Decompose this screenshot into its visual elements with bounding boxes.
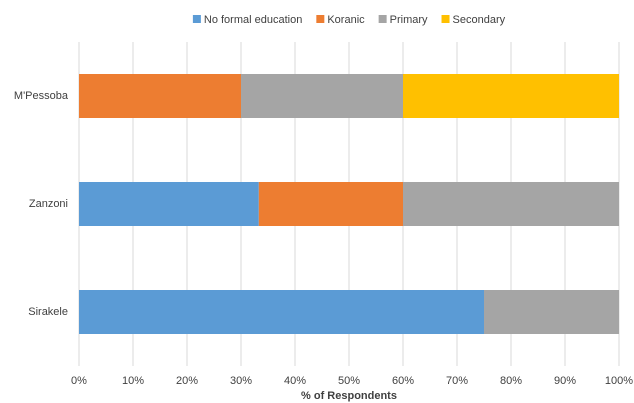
bar-segment [484, 290, 619, 334]
y-tick-label: Sirakele [28, 306, 68, 318]
legend-swatch [192, 15, 201, 23]
bar-segment [258, 182, 403, 226]
legend-label: Secondary [453, 14, 506, 26]
legend-swatch [316, 15, 325, 23]
x-tick-label: 0% [71, 375, 87, 387]
legend-label: No formal education [204, 14, 302, 26]
x-tick-label: 80% [500, 375, 522, 387]
x-tick-label: 90% [554, 375, 576, 387]
x-tick-label: 70% [446, 375, 468, 387]
y-tick-label: M'Pessoba [14, 90, 69, 102]
x-axis-title: % of Respondents [301, 390, 397, 402]
x-tick-label: 50% [338, 375, 360, 387]
x-tick-label: 40% [284, 375, 306, 387]
legend-swatch [378, 15, 387, 23]
x-tick-label: 20% [176, 375, 198, 387]
x-tick-label: 30% [230, 375, 252, 387]
legend-swatch [441, 15, 450, 23]
bar-segment [79, 182, 259, 226]
legend: No formal education Koranic Primary Seconda… [192, 14, 506, 26]
bar-segment [79, 74, 241, 118]
x-tick-label: 10% [122, 375, 144, 387]
legend-label: Primary [390, 14, 428, 26]
x-tick-label: 100% [605, 375, 633, 387]
bar-segment [403, 182, 619, 226]
bar-segment [241, 74, 403, 118]
legend-label: Koranic [327, 14, 365, 26]
x-tick-label: 60% [392, 375, 414, 387]
y-tick-label: Zanzoni [29, 198, 68, 210]
bar-segment [79, 290, 484, 334]
bar-segment [403, 74, 619, 118]
